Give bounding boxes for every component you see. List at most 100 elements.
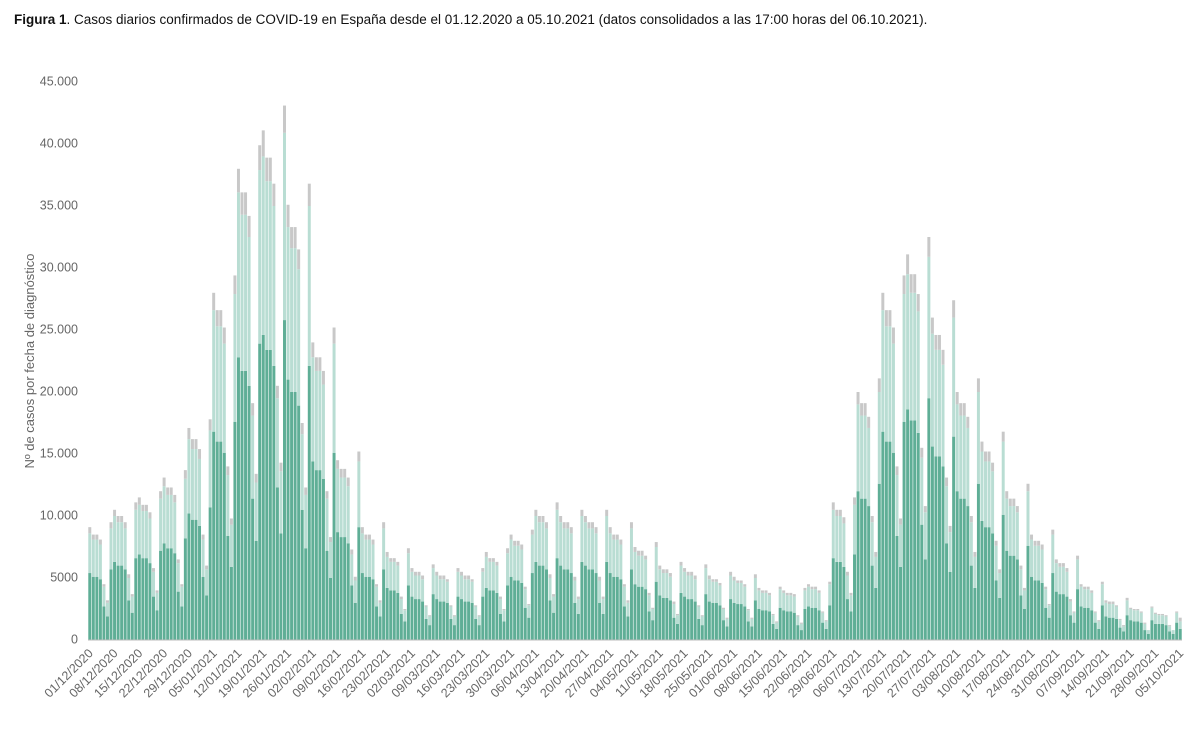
bar-segment: [159, 550, 163, 640]
bar-segment: [268, 349, 272, 640]
bar-segment: [690, 575, 694, 600]
bar-segment: [1058, 566, 1062, 595]
bar-segment: [254, 540, 258, 640]
bar-segment: [1072, 612, 1076, 623]
bar-segment: [626, 616, 630, 640]
bar-segment: [1129, 609, 1133, 621]
bar-segment: [190, 449, 194, 520]
bar-segment: [311, 461, 315, 640]
bar-segment: [1030, 534, 1034, 540]
bar-segment: [1008, 498, 1012, 507]
bar-segment: [877, 378, 881, 392]
bar-segment: [1051, 573, 1055, 640]
bar-segment: [806, 606, 810, 640]
bar-segment: [431, 594, 435, 640]
bar-segment: [1001, 514, 1005, 640]
bar-segment: [477, 625, 481, 640]
bar-segment: [927, 398, 931, 640]
bar-segment: [247, 385, 251, 640]
bar-segment: [803, 590, 807, 609]
bar-segment: [637, 586, 641, 640]
bar-segment: [222, 452, 226, 640]
bar-segment: [173, 502, 177, 554]
bar-segment: [134, 558, 138, 640]
bar-segment: [683, 571, 687, 597]
bar-segment: [339, 477, 343, 538]
bar-segment: [976, 392, 980, 484]
bar-segment: [601, 599, 605, 614]
bar-segment: [318, 470, 322, 640]
bar-segment: [293, 227, 297, 249]
bar-segment: [219, 326, 223, 442]
bar-segment: [831, 558, 835, 640]
bar-segment: [367, 534, 371, 540]
bar-segment: [449, 606, 453, 619]
bar-segment: [920, 457, 924, 525]
bar-segment: [1107, 601, 1111, 605]
bar-segment: [591, 569, 595, 640]
bar-segment: [1076, 589, 1080, 640]
bar-segment: [817, 610, 821, 640]
bar-segment: [555, 509, 559, 559]
bar-segment: [853, 497, 856, 505]
bar-segment: [1051, 534, 1055, 574]
bar-segment: [222, 327, 226, 344]
bar-segment: [222, 343, 226, 453]
bar-segment: [367, 539, 371, 577]
bar-segment: [661, 569, 665, 574]
bar-segment: [396, 592, 400, 640]
bar-segment: [516, 580, 520, 640]
bar-segment: [629, 569, 633, 640]
bar-segment: [194, 439, 198, 450]
bar-segment: [959, 498, 963, 640]
bar-segment: [831, 509, 835, 559]
bar-segment: [1122, 625, 1126, 627]
bar-segment: [934, 349, 938, 457]
bar-segment: [219, 441, 223, 640]
bar-segment: [686, 571, 690, 576]
bar-segment: [233, 275, 237, 295]
bar-segment: [336, 460, 340, 469]
bar-segment: [300, 423, 304, 435]
bar-segment: [1104, 602, 1108, 617]
bar-segment: [1026, 545, 1030, 640]
bar-segment: [856, 404, 860, 492]
bar-segment: [1061, 594, 1065, 640]
bar-segment: [559, 565, 563, 640]
bar-segment: [746, 610, 750, 622]
bar-segment: [704, 568, 708, 595]
bar-segment: [1168, 626, 1172, 632]
bar-segment: [537, 522, 541, 566]
bar-segment: [445, 579, 449, 582]
bar-segment: [601, 596, 605, 600]
bar-segment: [460, 571, 464, 576]
bar-segment: [760, 592, 764, 611]
bar-segment: [849, 592, 853, 596]
bar-segment: [424, 605, 428, 607]
bar-segment: [906, 254, 910, 275]
bar-segment: [215, 326, 219, 442]
bar-segment: [272, 365, 276, 640]
bar-segment: [778, 607, 782, 640]
bar-segment: [810, 607, 814, 640]
bar-segment: [229, 518, 233, 525]
bar-segment: [545, 522, 548, 529]
bar-segment: [382, 528, 386, 570]
bar-segment: [566, 522, 570, 529]
bar-segment: [863, 403, 867, 416]
bar-segment: [304, 548, 308, 640]
bar-segment: [899, 518, 903, 525]
bar-segment: [771, 613, 775, 616]
bar-segment: [130, 594, 134, 597]
bar-segment: [1047, 617, 1051, 640]
bar-segment: [127, 574, 131, 578]
bar-segment: [102, 584, 106, 587]
bar-segment: [1097, 620, 1101, 622]
bar-segment: [654, 547, 658, 582]
bar-segment: [244, 192, 248, 215]
bar-segment: [343, 537, 347, 640]
bar-segment: [201, 576, 205, 640]
bar-segment: [357, 461, 361, 528]
bar-segment: [435, 599, 439, 640]
bar-segment: [297, 405, 301, 640]
